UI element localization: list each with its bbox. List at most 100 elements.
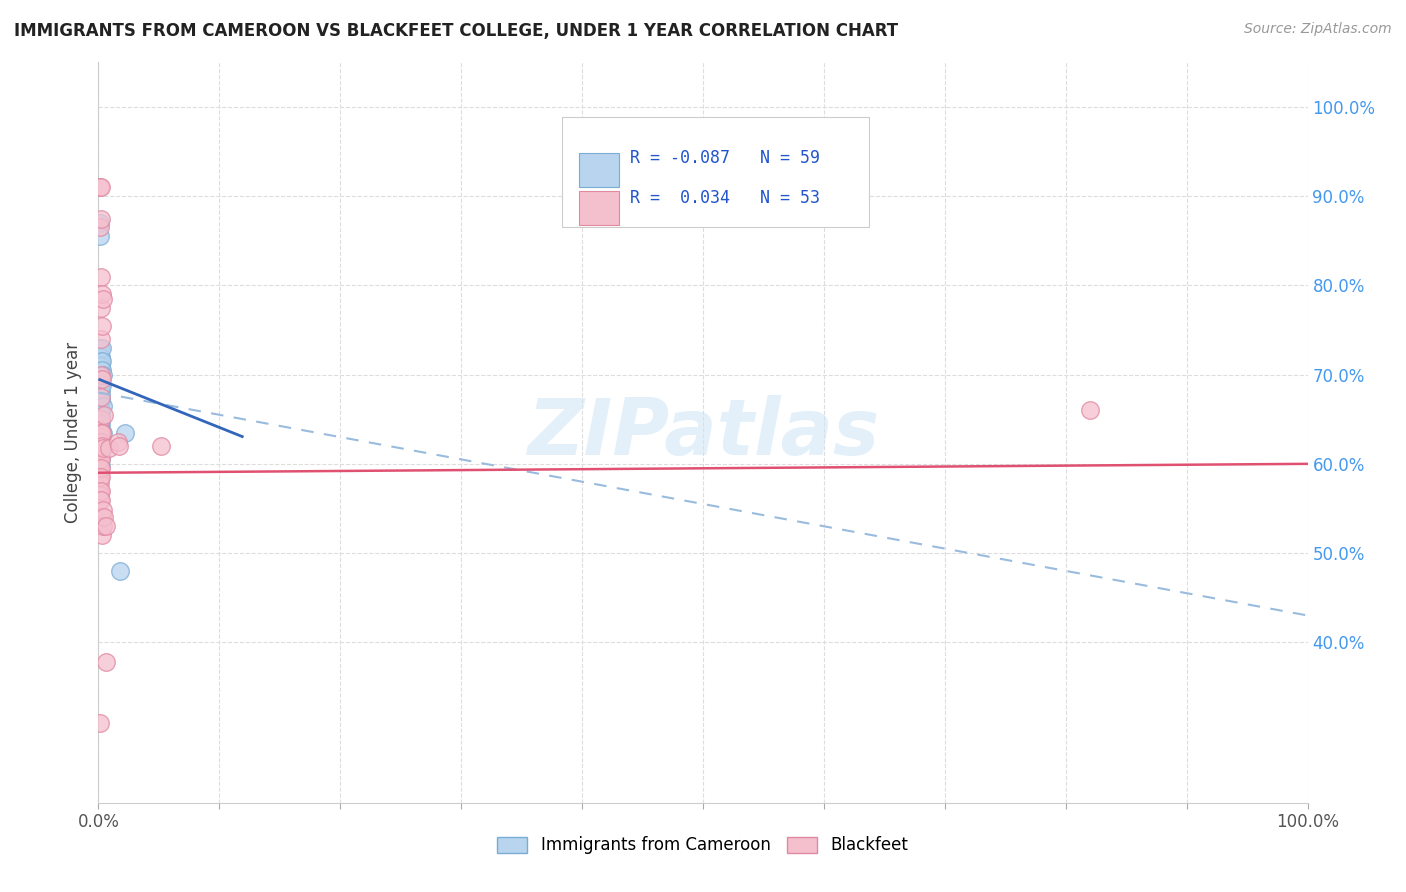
Point <box>90 423 112 437</box>
Point <box>90 417 112 431</box>
Point <box>89 715 111 730</box>
Point <box>90 368 112 382</box>
Point <box>90 412 112 426</box>
Point <box>91 363 114 377</box>
Point <box>89 417 111 431</box>
Point <box>89 452 111 467</box>
Text: R =  0.034   N = 53: R = 0.034 N = 53 <box>630 189 820 207</box>
Point <box>90 180 112 194</box>
Point <box>91 287 114 301</box>
Point <box>89 463 111 477</box>
Point <box>91 318 114 333</box>
Point <box>91 425 114 440</box>
Point <box>89 414 111 428</box>
Point <box>90 412 112 426</box>
Point <box>1078 403 1101 417</box>
Point <box>89 354 111 368</box>
Point <box>91 528 114 542</box>
Point <box>89 180 111 194</box>
Point <box>90 448 112 462</box>
Point <box>90 461 112 475</box>
Point <box>89 394 111 409</box>
Point <box>91 368 114 382</box>
Point <box>90 458 112 473</box>
Point <box>89 399 111 413</box>
Point <box>89 434 111 449</box>
Point <box>93 510 115 524</box>
Point <box>90 492 112 507</box>
Point <box>98 441 121 455</box>
Point <box>91 519 114 533</box>
Point <box>150 439 173 453</box>
Point <box>90 434 112 449</box>
Point <box>90 359 112 373</box>
Point <box>91 354 114 368</box>
Point <box>90 403 112 417</box>
Point <box>89 425 111 439</box>
Point <box>107 434 129 449</box>
Point <box>90 408 112 422</box>
Point <box>89 408 111 422</box>
Point <box>90 301 112 315</box>
Point <box>89 392 111 406</box>
Point <box>90 430 112 444</box>
Text: ZIPatlas: ZIPatlas <box>527 394 879 471</box>
Point <box>90 452 112 467</box>
Point <box>90 483 112 498</box>
Point <box>89 385 111 400</box>
Point <box>89 372 111 386</box>
Point <box>89 390 111 404</box>
Point <box>89 341 111 355</box>
Point <box>91 378 114 392</box>
Text: R = -0.087   N = 59: R = -0.087 N = 59 <box>630 149 820 167</box>
Y-axis label: College, Under 1 year: College, Under 1 year <box>65 342 83 524</box>
Point <box>89 430 111 444</box>
Point <box>94 655 117 669</box>
Point <box>91 441 114 455</box>
Point <box>90 425 112 440</box>
Point <box>89 350 111 364</box>
Text: Source: ZipAtlas.com: Source: ZipAtlas.com <box>1244 22 1392 37</box>
Point <box>89 359 111 373</box>
Legend: Immigrants from Cameroon, Blackfeet: Immigrants from Cameroon, Blackfeet <box>491 830 915 861</box>
Point <box>89 368 111 382</box>
Point <box>91 372 114 386</box>
Point <box>89 220 111 235</box>
Point <box>90 354 112 368</box>
Point <box>91 503 114 517</box>
Point <box>90 350 112 364</box>
Point <box>108 564 131 578</box>
Point <box>94 519 117 533</box>
Point <box>89 405 111 419</box>
Point <box>91 510 114 524</box>
Text: IMMIGRANTS FROM CAMEROON VS BLACKFEET COLLEGE, UNDER 1 YEAR CORRELATION CHART: IMMIGRANTS FROM CAMEROON VS BLACKFEET CO… <box>14 22 898 40</box>
Point <box>90 269 112 284</box>
Point <box>90 443 112 458</box>
Point <box>90 385 112 400</box>
Point <box>90 434 112 449</box>
Point <box>89 448 111 462</box>
Point <box>89 381 111 395</box>
Point <box>90 332 112 346</box>
Point <box>90 394 112 409</box>
Point <box>93 408 115 422</box>
Point <box>89 439 111 453</box>
Point <box>90 390 112 404</box>
Point <box>89 421 111 435</box>
Point <box>90 390 112 404</box>
Point <box>89 229 111 244</box>
Point <box>91 292 114 306</box>
Point <box>89 401 111 415</box>
Point <box>90 372 112 386</box>
Point <box>90 439 112 453</box>
Point <box>89 476 111 491</box>
Point <box>91 399 114 413</box>
Point <box>89 418 111 433</box>
Point <box>114 425 136 440</box>
Point <box>90 368 112 382</box>
Point <box>89 492 111 507</box>
Point <box>91 425 114 440</box>
Point <box>89 376 111 391</box>
Point <box>89 403 111 417</box>
Point <box>91 341 114 355</box>
